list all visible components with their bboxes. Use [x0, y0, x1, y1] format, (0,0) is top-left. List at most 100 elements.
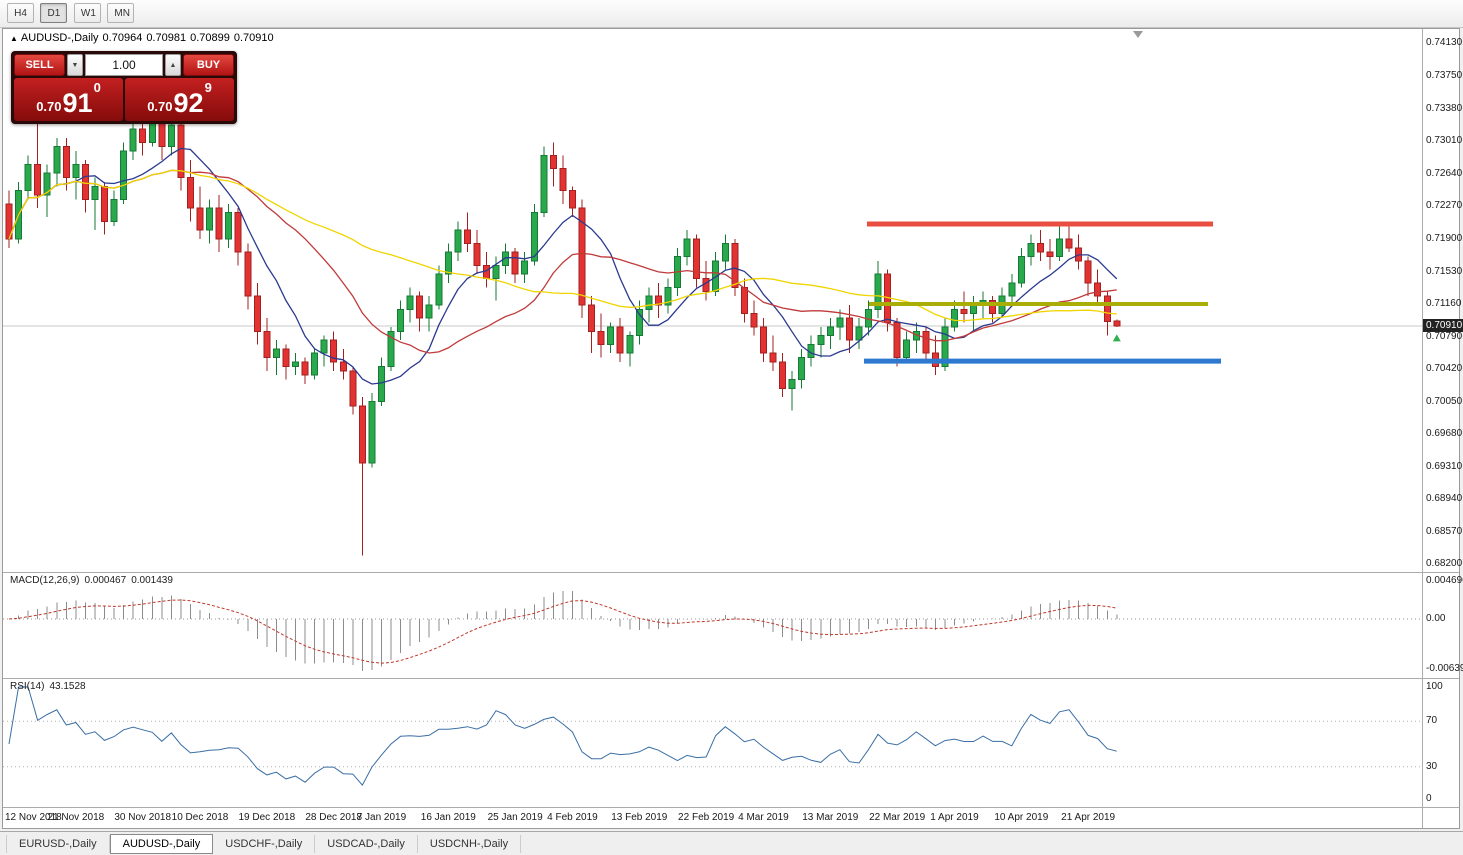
date-tick-label: 1 Apr 2019 — [930, 812, 979, 823]
one-click-trading-panel: SELL ▼ 1.00 ▲ BUY 0.70 91 0 0.70 92 9 — [11, 51, 237, 124]
rsi-label: RSI(14) 43.1528 — [10, 681, 91, 692]
timeframe-button-h4[interactable]: H4 — [7, 3, 34, 23]
macd-tick-label: 0.00 — [1426, 613, 1446, 624]
volume-increase-button[interactable]: ▲ — [165, 54, 181, 76]
price-tick-label: 0.71900 — [1426, 232, 1463, 244]
price-axis[interactable]: 0.70910 0.74130 0.73750 0.73380 0.73010 0.72… — [1423, 29, 1463, 572]
macd-name: MACD(12,26,9) — [10, 575, 80, 586]
price-tick-label: 0.72270 — [1426, 200, 1463, 212]
macd-axis[interactable]: 0.0046964 0.00 -0.0063970 — [1423, 573, 1463, 678]
date-tick-label: 25 Jan 2019 — [487, 812, 543, 823]
main-chart-canvas[interactable] — [3, 29, 1422, 572]
price-tick-label: 0.71530 — [1426, 265, 1463, 277]
rsi-line — [8, 686, 1117, 786]
price-tick-label: 0.68940 — [1426, 493, 1463, 505]
date-tick-label: 19 Dec 2018 — [238, 812, 296, 823]
date-tick-label: 4 Feb 2019 — [547, 812, 598, 823]
rsi-tick-label: 0 — [1426, 793, 1432, 804]
sell-price-pip-digit: 0 — [93, 80, 101, 95]
price-tick-label: 0.70420 — [1426, 363, 1463, 375]
date-tick-label: 13 Feb 2019 — [611, 812, 668, 823]
macd-signal-value: 0.001439 — [131, 575, 173, 586]
date-tick-label: 12 Nov 2018 — [5, 812, 62, 823]
price-tick-label: 0.73010 — [1426, 135, 1463, 147]
panel-separator[interactable] — [3, 572, 1459, 573]
rsi-tick-label: 100 — [1426, 681, 1443, 692]
sell-price-button[interactable]: 0.70 91 0 — [14, 78, 123, 121]
ma-8-line — [8, 147, 1118, 385]
buy-price-button[interactable]: 0.70 92 9 — [125, 78, 234, 121]
price-tick-label: 0.72640 — [1426, 167, 1463, 179]
date-tick-label: 22 Mar 2019 — [869, 812, 926, 823]
ma-40-line — [8, 169, 1117, 322]
price-tick-label: 0.71160 — [1426, 298, 1462, 309]
date-tick-label: 16 Jan 2019 — [420, 812, 476, 823]
timeframe-button-d1[interactable]: D1 — [40, 3, 68, 23]
macd-tick-label: -0.0063970 — [1426, 663, 1463, 674]
price-tick-label: 0.68200 — [1426, 558, 1463, 570]
macd-signal-line — [8, 599, 1117, 664]
price-tick-label: 0.69310 — [1426, 460, 1463, 472]
date-tick-label: 21 Nov 2018 — [47, 812, 105, 823]
price-tick-label: 0.69680 — [1426, 428, 1463, 440]
date-tick-label: 10 Apr 2019 — [994, 812, 1049, 823]
candles — [5, 107, 1121, 556]
price-tick-label: 0.74130 — [1426, 37, 1463, 49]
rsi-canvas[interactable] — [3, 679, 1422, 807]
timeframe-button-mn[interactable]: MN — [107, 3, 135, 23]
date-tick-label: 22 Feb 2019 — [678, 812, 735, 823]
chart-symbol-label: AUDUSD-,Daily — [20, 32, 99, 44]
volume-decrease-button[interactable]: ▼ — [67, 54, 83, 76]
tab-audusd-daily[interactable]: AUDUSD-,Daily — [109, 834, 214, 854]
macd-main-value: 0.000467 — [84, 575, 127, 586]
rsi-axis[interactable]: 100 70 30 0 — [1423, 679, 1459, 807]
collapse-arrow-icon[interactable]: ▲ — [10, 34, 18, 43]
date-tick-label: 30 Nov 2018 — [114, 812, 172, 823]
chart-title: ▲ AUDUSD-,Daily 0.70964 0.70981 0.70899 0.709… — [10, 32, 278, 44]
tab-eurusd-daily[interactable]: EURUSD-,Daily — [6, 835, 110, 853]
buy-price-pip-digit: 9 — [204, 80, 212, 95]
date-tick-label: 10 Dec 2018 — [171, 812, 229, 823]
sell-price-big-digits: 91 — [62, 88, 93, 118]
buy-price-big-digits: 92 — [173, 88, 204, 118]
price-tick-label: 0.68570 — [1426, 525, 1463, 537]
ohlc-high: 0.70981 — [146, 32, 187, 44]
buy-button[interactable]: BUY — [183, 54, 234, 76]
rsi-name: RSI(14) — [10, 681, 45, 692]
timeframe-toolbar: H4 D1 W1 MN — [0, 0, 1463, 28]
macd-label: MACD(12,26,9) 0.000467 0.001439 — [10, 575, 178, 586]
buy-arrow-marker[interactable] — [1112, 334, 1121, 342]
ohlc-open: 0.70964 — [102, 32, 143, 44]
sell-button[interactable]: SELL — [14, 54, 65, 76]
ohlc-close: 0.70910 — [233, 32, 274, 44]
rsi-tick-label: 70 — [1426, 715, 1438, 726]
tab-usdcnh-daily[interactable]: USDCNH-,Daily — [418, 835, 522, 853]
panel-separator[interactable] — [3, 678, 1459, 679]
rsi-tick-label: 30 — [1426, 761, 1438, 772]
macd-canvas[interactable] — [3, 573, 1422, 678]
ohlc-low: 0.70899 — [190, 32, 230, 44]
timeframe-button-w1[interactable]: W1 — [73, 3, 101, 23]
sell-price-prefix: 0.70 — [36, 99, 62, 114]
buy-price-prefix: 0.70 — [147, 99, 173, 114]
chart-window: ▲ AUDUSD-,Daily 0.70964 0.70981 0.70899 0.709… — [2, 28, 1463, 829]
axis-border — [1422, 29, 1423, 828]
volume-input[interactable]: 1.00 — [85, 54, 163, 76]
price-tick-label: 0.70790 — [1426, 330, 1463, 342]
chart-tabbar: EURUSD-,Daily AUDUSD-,Daily USDCHF-,Dail… — [0, 831, 1463, 855]
price-tick-label: 0.73750 — [1426, 70, 1463, 82]
price-tick-label: 0.70050 — [1426, 395, 1463, 407]
tab-usdcad-daily[interactable]: USDCAD-,Daily — [315, 835, 418, 853]
ma-20-line — [8, 169, 1117, 354]
panel-separator[interactable] — [3, 807, 1459, 808]
macd-tick-label: 0.0046964 — [1426, 575, 1463, 586]
price-tick-label: 0.73380 — [1426, 102, 1463, 114]
current-price-badge: 0.70910 — [1423, 318, 1463, 332]
macd-histogram — [18, 590, 1118, 671]
date-axis[interactable]: 12 Nov 2018 21 Nov 2018 30 Nov 2018 10 Dec … — [3, 808, 1422, 828]
date-tick-label: 4 Mar 2019 — [738, 812, 789, 823]
tab-usdchf-daily[interactable]: USDCHF-,Daily — [213, 835, 316, 853]
date-tick-label: 21 Apr 2019 — [1061, 812, 1116, 823]
chart-shift-marker-icon[interactable] — [1133, 31, 1143, 38]
